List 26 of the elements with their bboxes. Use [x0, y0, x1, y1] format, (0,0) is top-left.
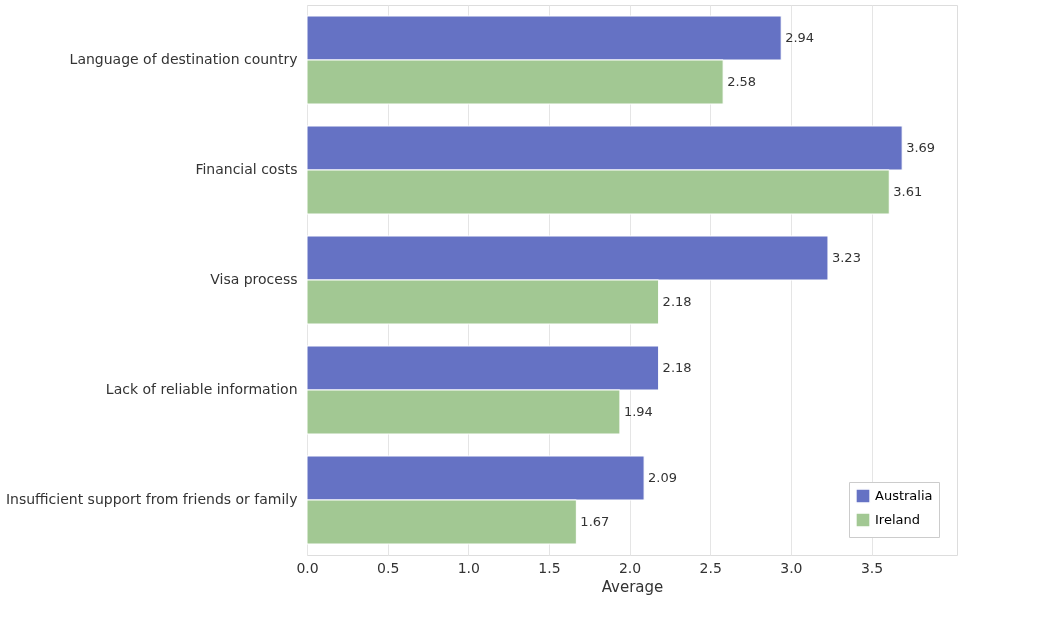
x-tick-label: 0.5 — [377, 559, 400, 576]
x-tick-label: 1.0 — [457, 559, 480, 576]
data-label: 2.09 — [648, 470, 678, 485]
y-tick-label: Language of destination country — [69, 51, 298, 67]
y-tick-label: Insufficient support from friends or family — [5, 491, 298, 507]
x-tick-label: 0.0 — [296, 559, 319, 576]
x-tick-label: 3.5 — [860, 559, 884, 576]
x-tick-label: 3.0 — [780, 559, 803, 576]
data-label: 2.94 — [785, 30, 815, 45]
data-label: 2.18 — [662, 360, 692, 375]
y-tick-label: Lack of reliable information — [105, 381, 298, 397]
x-tick-label: 2.5 — [699, 559, 722, 576]
data-label: 2.58 — [727, 74, 757, 89]
data-label: 1.94 — [623, 404, 653, 419]
data-label: 1.67 — [580, 514, 610, 529]
data-label: 3.23 — [831, 250, 861, 265]
y-tick-label: Visa process — [210, 271, 298, 287]
x-tick-label: 2.0 — [618, 559, 642, 576]
data-label: 3.61 — [893, 184, 923, 199]
legend-label: Australia — [875, 488, 933, 503]
legend-label: Ireland — [875, 512, 920, 527]
data-label: 3.69 — [906, 140, 936, 155]
y-tick-label: Financial costs — [195, 161, 298, 177]
x-tick-label: 1.5 — [538, 559, 561, 576]
data-label: 2.18 — [662, 294, 692, 309]
x-axis-title: Average — [601, 577, 664, 596]
